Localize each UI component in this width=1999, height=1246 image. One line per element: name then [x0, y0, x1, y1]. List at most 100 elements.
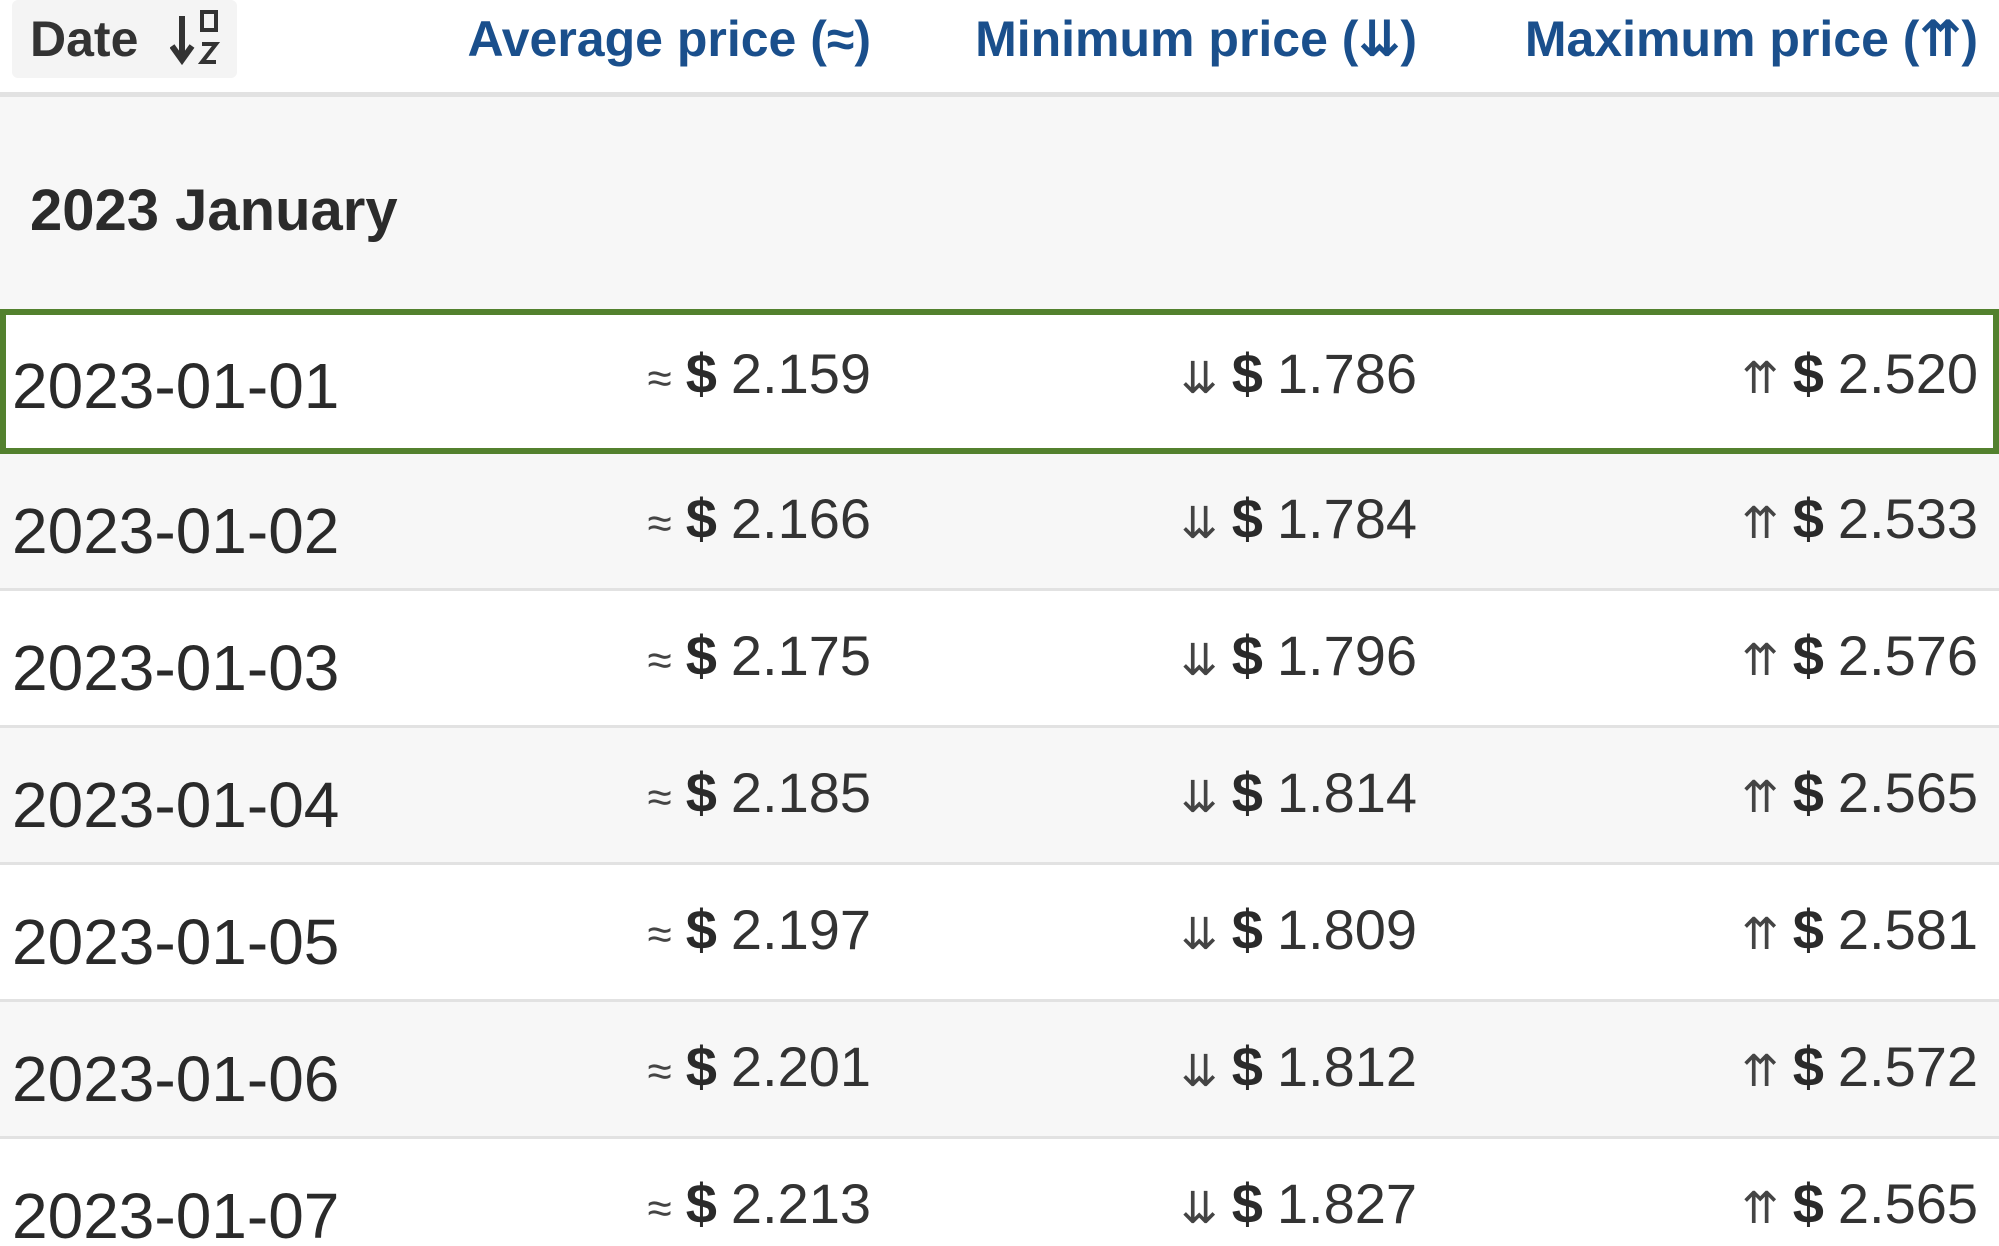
currency: $ — [685, 1035, 717, 1098]
symbol: ≈ — [647, 499, 672, 548]
price: 1.786 — [1276, 342, 1417, 405]
group-row: 2023 January — [0, 97, 1999, 309]
price: 2.572 — [1837, 1035, 1978, 1098]
header-label: Date — [30, 11, 139, 67]
table-row: 2023-01-05 ≈ $2.197 ⇊ $1.809 ⇈ $2.581 — [0, 865, 1999, 1002]
price: 2.175 — [730, 624, 871, 687]
sort-icon — [170, 10, 221, 66]
average-cell: ≈ $2.197 — [648, 897, 871, 962]
average-cell: ≈ $2.185 — [648, 760, 871, 825]
table-header: Date Average price (≈) Minimum price (⇊)… — [0, 0, 1999, 97]
maximum-header[interactable]: Maximum price (⇈) — [1524, 11, 1978, 67]
symbol: ⇈ — [1741, 1184, 1779, 1233]
symbol: ⇈ — [1741, 636, 1779, 685]
table-row: 2023-01-01 ≈ $2.159 ⇊ $1.786 ⇈ $2.520 — [0, 309, 1999, 454]
symbol: ⇊ — [1180, 773, 1218, 822]
maximum-cell: ⇈ $2.572 — [1742, 1034, 1978, 1099]
symbol: ⇈ — [1741, 499, 1779, 548]
price: 1.814 — [1276, 761, 1417, 824]
maximum-cell: ⇈ $2.520 — [1742, 341, 1978, 406]
symbol: ≈ — [647, 773, 672, 822]
symbol: ≈ — [647, 354, 672, 403]
price: 2.185 — [730, 761, 871, 824]
maximum-cell: ⇈ $2.565 — [1742, 1171, 1978, 1236]
date-cell: 2023-01-01 — [12, 350, 340, 422]
minimum-cell: ⇊ $1.814 — [1181, 760, 1417, 825]
minimum-cell: ⇊ $1.796 — [1181, 623, 1417, 688]
table-row: 2023-01-03 ≈ $2.175 ⇊ $1.796 ⇈ $2.576 — [0, 591, 1999, 728]
currency: $ — [685, 624, 717, 687]
average-cell: ≈ $2.175 — [648, 623, 871, 688]
price: 1.809 — [1276, 898, 1417, 961]
price: 2.576 — [1837, 624, 1978, 687]
maximum-cell: ⇈ $2.581 — [1742, 897, 1978, 962]
date-sort-button[interactable]: Date — [12, 0, 237, 78]
price: 2.159 — [730, 342, 871, 405]
symbol: ≈ — [647, 1047, 672, 1096]
average-cell: ≈ $2.166 — [648, 486, 871, 551]
currency: $ — [1231, 898, 1263, 961]
currency: $ — [685, 342, 717, 405]
currency: $ — [1231, 761, 1263, 824]
average-header[interactable]: Average price (≈) — [467, 11, 871, 67]
symbol: ⇊ — [1180, 354, 1218, 403]
minimum-cell: ⇊ $1.812 — [1181, 1034, 1417, 1099]
date-cell: 2023-01-07 — [12, 1180, 340, 1246]
symbol: ⇈ — [1741, 354, 1779, 403]
price: 1.796 — [1276, 624, 1417, 687]
date-cell: 2023-01-04 — [12, 769, 340, 841]
price: 1.812 — [1276, 1035, 1417, 1098]
currency: $ — [685, 487, 717, 550]
currency: $ — [1231, 342, 1263, 405]
currency: $ — [1231, 487, 1263, 550]
maximum-cell: ⇈ $2.533 — [1742, 486, 1978, 551]
currency: $ — [1792, 898, 1824, 961]
currency: $ — [1231, 1035, 1263, 1098]
symbol: ⇈ — [1741, 910, 1779, 959]
symbol: ≈ — [647, 636, 672, 685]
currency: $ — [1792, 624, 1824, 687]
symbol: ⇈ — [1741, 1047, 1779, 1096]
price: 2.581 — [1837, 898, 1978, 961]
price: 1.784 — [1276, 487, 1417, 550]
currency: $ — [685, 898, 717, 961]
price: 2.197 — [730, 898, 871, 961]
symbol: ⇈ — [1741, 773, 1779, 822]
currency: $ — [1231, 624, 1263, 687]
price: 1.827 — [1276, 1172, 1417, 1235]
symbol: ⇊ — [1180, 499, 1218, 548]
table-row: 2023-01-02 ≈ $2.166 ⇊ $1.784 ⇈ $2.533 — [0, 454, 1999, 591]
price: 2.213 — [730, 1172, 871, 1235]
date-cell: 2023-01-05 — [12, 906, 340, 978]
currency: $ — [1792, 1172, 1824, 1235]
price: 2.520 — [1837, 342, 1978, 405]
symbol: ⇊ — [1180, 910, 1218, 959]
minimum-header[interactable]: Minimum price (⇊) — [975, 11, 1417, 67]
minimum-cell: ⇊ $1.786 — [1181, 341, 1417, 406]
symbol: ≈ — [647, 910, 672, 959]
price: 2.565 — [1837, 761, 1978, 824]
average-cell: ≈ $2.201 — [648, 1034, 871, 1099]
currency: $ — [685, 761, 717, 824]
minimum-cell: ⇊ $1.809 — [1181, 897, 1417, 962]
currency: $ — [1792, 761, 1824, 824]
symbol: ⇊ — [1180, 1047, 1218, 1096]
maximum-cell: ⇈ $2.576 — [1742, 623, 1978, 688]
price: 2.166 — [730, 487, 871, 550]
table-row: 2023-01-06 ≈ $2.201 ⇊ $1.812 ⇈ $2.572 — [0, 1002, 1999, 1139]
table-row: 2023-01-07 ≈ $2.213 ⇊ $1.827 ⇈ $2.565 — [0, 1139, 1999, 1246]
symbol: ⇊ — [1180, 1184, 1218, 1233]
currency: $ — [1792, 1035, 1824, 1098]
currency: $ — [1792, 487, 1824, 550]
currency: $ — [685, 1172, 717, 1235]
date-cell: 2023-01-03 — [12, 632, 340, 704]
minimum-cell: ⇊ $1.827 — [1181, 1171, 1417, 1236]
minimum-cell: ⇊ $1.784 — [1181, 486, 1417, 551]
price: 2.533 — [1837, 487, 1978, 550]
price: 2.201 — [730, 1035, 871, 1098]
symbol: ≈ — [647, 1184, 672, 1233]
symbol: ⇊ — [1180, 636, 1218, 685]
date-cell: 2023-01-02 — [12, 495, 340, 567]
average-cell: ≈ $2.213 — [648, 1171, 871, 1236]
